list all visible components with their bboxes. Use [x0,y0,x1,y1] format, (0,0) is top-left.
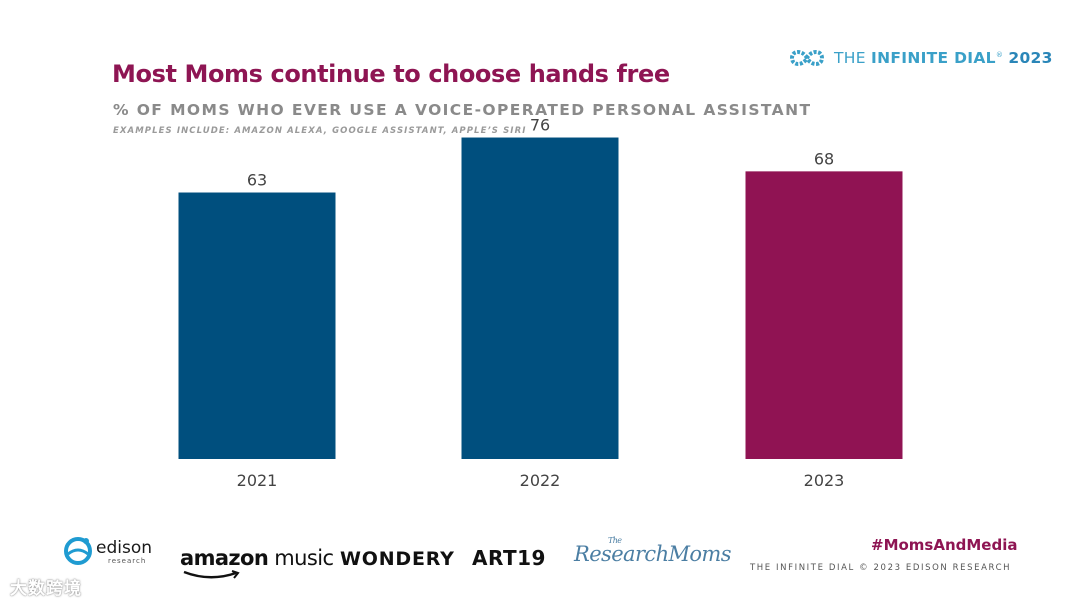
bar-2021 [178,192,336,459]
hashtag: #MomsAndMedia [871,536,1018,554]
watermark: 大数跨境 [10,579,82,599]
data-label-2023: 68 [814,149,834,168]
bar-chart: 63 2021 76 2022 68 2023 [178,116,903,490]
data-label-2022: 76 [530,116,550,135]
x-tick-label-2022: 2022 [520,471,561,490]
amazon-smile-icon [183,570,240,579]
copyright-footnote: THE INFINITE DIAL © 2023 EDISON RESEARCH [750,563,1012,573]
chart-subtitle: % OF MOMS WHO EVER USE A VOICE-OPERATED … [113,101,812,119]
x-tick-label-2021: 2021 [237,471,278,490]
bar-2022 [461,137,619,459]
x-tick-label-2023: 2023 [804,471,845,490]
chart-note: EXAMPLES INCLUDE: AMAZON ALEXA, GOOGLE A… [113,126,527,136]
infinite-dial-brand: THE INFINITE DIAL® 2023 [786,44,1053,72]
edison-globe-icon [64,537,92,565]
research-moms-logo: The ResearchMoms [574,536,732,566]
brand-text: THE INFINITE DIAL® 2023 [834,49,1053,67]
infinity-icon [789,50,825,66]
edison-wordmark: edison [96,537,153,558]
sponsor-logos: edison research amazon music WONDERY ART… [0,520,1080,600]
bar-2023 [745,171,903,460]
amazon-music-logo: amazon music [180,546,334,579]
edison-subtext: research [108,556,147,565]
wondery-logo: WONDERY [340,548,455,570]
art19-logo: ART19 [472,546,546,570]
data-label-2021: 63 [247,171,267,190]
edison-research-logo: edison research [64,534,152,568]
chart-title: Most Moms continue to choose hands free [112,60,670,88]
